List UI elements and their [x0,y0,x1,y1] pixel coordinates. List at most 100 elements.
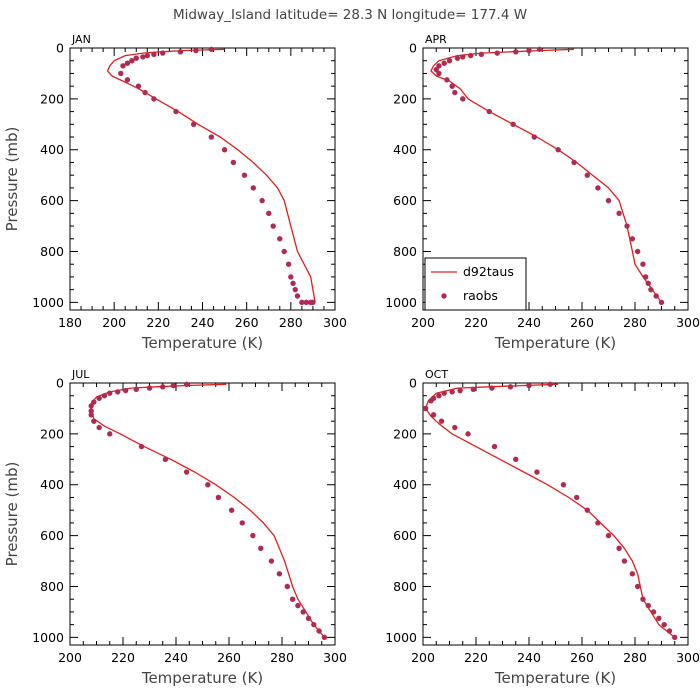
panel-title: JUL [71,368,90,381]
x-tick-label: 260 [217,650,241,665]
raobs-point [584,172,590,178]
raobs-point [300,609,306,615]
raobs-point [574,494,580,501]
x-tick-label: 240 [191,315,215,330]
y-tick-label: 600 [393,193,417,208]
raobs-point [183,469,190,475]
raobs-point [621,558,628,564]
raobs-point [441,60,447,66]
raobs-point [285,261,292,267]
raobs-point [170,382,177,389]
x-tick-label: 180 [58,315,82,330]
raobs-point [468,52,474,59]
raobs-point [321,634,328,641]
raobs-point [531,134,537,140]
y-tick-label: 800 [393,579,417,594]
raobs-point [133,386,139,393]
raobs-point [173,108,179,115]
raobs-point [259,197,265,204]
x-tick-label: 240 [517,650,541,665]
series-line-d92taus [424,383,676,638]
raobs-point [151,96,157,102]
raobs-point [284,583,290,590]
raobs-point [310,299,316,306]
x-tick-label: 300 [676,315,700,330]
raobs-point [281,248,287,255]
raobs-point [465,431,471,437]
raobs-point [88,403,94,409]
raobs-point [653,293,659,299]
x-tick-label: 300 [323,315,347,330]
y-tick-label: 400 [40,477,64,492]
raobs-point [640,596,646,602]
x-axis-label: Temperature (K) [494,334,616,352]
raobs-point [470,386,477,393]
y-tick-label: 400 [393,142,417,157]
raobs-point [444,77,450,83]
raobs-point [228,507,235,513]
raobs-point [294,293,301,299]
raobs-point [205,482,211,488]
raobs-point [305,615,312,621]
raobs-point [120,63,126,69]
raobs-point [193,47,199,54]
y-tick-label: 600 [40,193,64,208]
panel-oct: OCT 200 220 240 260 280 300 0 200 400 600 800 1000 Te… [385,368,700,687]
x-tick-label: 260 [235,315,259,330]
panel-jan: JAN 180 200 220 240 260 280 300 0 200 400 600 800 100… [3,33,347,352]
raobs-point [534,469,540,475]
raobs-point [536,46,543,52]
raobs-point [91,399,97,405]
y-tick-label: 200 [40,91,64,106]
raobs-point [289,596,296,602]
x-tick-label: 280 [279,315,303,330]
raobs-point [107,390,113,396]
raobs-point [658,299,665,306]
y-tick-label: 200 [40,426,64,441]
raobs-point [624,223,630,229]
raobs-point [115,389,121,395]
raobs-point [460,54,466,60]
raobs-point [634,583,641,590]
raobs-point [122,387,129,394]
raobs-point [177,49,184,55]
raobs-point [457,387,463,394]
raobs-point [299,299,305,306]
y-tick-label: 600 [393,528,417,543]
raobs-point [208,46,215,52]
raobs-point [486,108,492,115]
y-tick-label: 800 [40,244,64,259]
y-tick-label: 200 [393,426,417,441]
raobs-point [441,390,447,396]
raobs-point [215,494,222,501]
y-tick-label: 400 [40,142,64,157]
raobs-point [452,89,458,96]
raobs-point [547,381,553,387]
panel-title: JAN [71,33,91,46]
raobs-point [616,210,622,217]
y-axis-label: Pressure (mb) [3,462,21,567]
raobs-point [118,70,124,77]
raobs-point [292,286,298,293]
y-tick-label: 800 [40,579,64,594]
x-axis-label: Temperature (K) [494,669,616,687]
raobs-point [140,54,146,60]
x-tick-label: 220 [111,650,135,665]
raobs-point [507,384,514,390]
plot-frame [69,47,336,311]
raobs-point [555,147,561,153]
raobs-point [422,405,429,412]
y-tick-label: 800 [393,244,417,259]
raobs-point [436,63,442,69]
raobs-point [133,55,139,61]
raobs-point [270,223,276,229]
raobs-point [605,532,612,539]
x-tick-label: 240 [517,315,541,330]
raobs-point [295,602,301,609]
raobs-point [303,299,309,306]
raobs-point [162,456,169,463]
raobs-point [661,621,667,628]
raobs-point [648,286,654,293]
raobs-point [494,50,500,56]
